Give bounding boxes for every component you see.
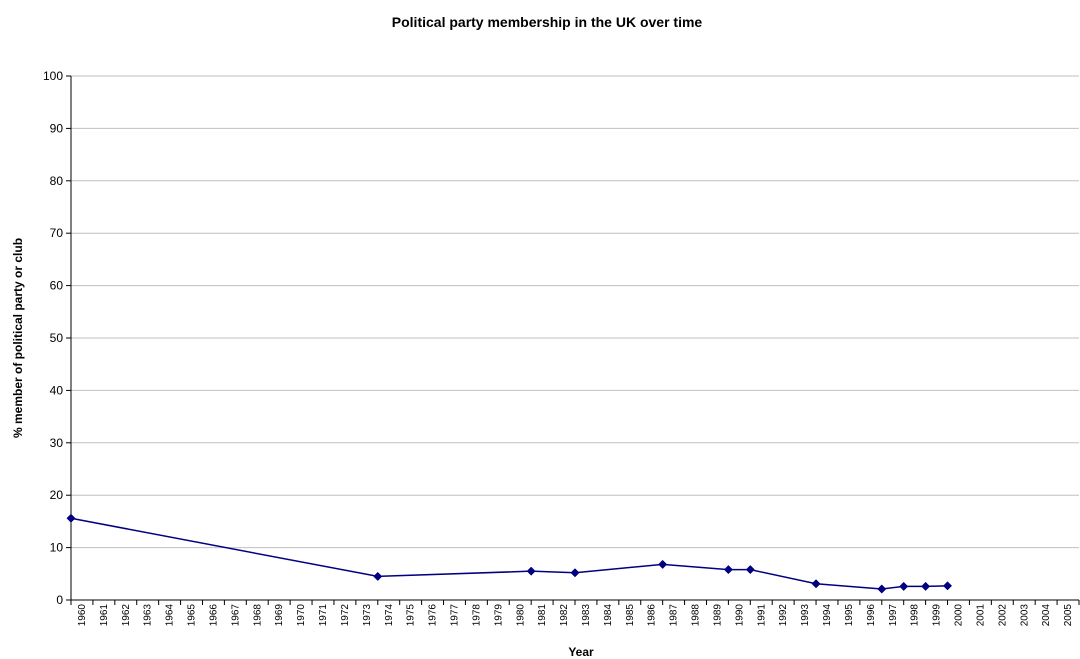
- x-tick-label: 1990: [734, 604, 745, 627]
- x-tick-label: 1994: [822, 604, 833, 627]
- y-tick-label: 40: [50, 383, 64, 397]
- chart-title: Political party membership in the UK ove…: [392, 14, 703, 30]
- data-point: [811, 579, 821, 589]
- x-tick-label: 1974: [384, 604, 395, 627]
- data-point: [373, 571, 383, 581]
- x-tick-label: 1964: [165, 604, 176, 627]
- x-tick-label: 1975: [406, 604, 417, 627]
- x-tick-label: 1961: [99, 604, 110, 627]
- data-point: [66, 513, 76, 523]
- data-point: [877, 584, 887, 594]
- y-axis-title: % member of political party or club: [11, 238, 25, 438]
- plot-area: 0 10 20 30 40 50 60 70 80 90 100 1960 1961 1962 1963 19…: [43, 69, 1080, 626]
- x-tick-label: 1989: [712, 604, 723, 627]
- x-tick-label: 1982: [559, 604, 570, 627]
- y-tick-label: 90: [50, 121, 64, 135]
- x-tick-label: 1987: [669, 604, 680, 627]
- x-tick-label: 2000: [954, 604, 965, 627]
- x-tick-label: 1962: [121, 604, 132, 627]
- x-tick-label: 1983: [581, 604, 592, 627]
- x-tick-label: 1992: [778, 604, 789, 627]
- data-point: [570, 568, 580, 578]
- x-tick-label: 1973: [362, 604, 373, 627]
- x-tick-label: 1977: [450, 604, 461, 627]
- x-tick-label: 1991: [756, 604, 767, 627]
- x-tick-label: 1969: [274, 604, 285, 627]
- x-tick-label: 1963: [143, 604, 154, 627]
- x-tick-label: 1988: [691, 604, 702, 627]
- data-point: [899, 581, 909, 591]
- y-tick-label: 80: [50, 174, 64, 188]
- x-tick-label: 1984: [603, 604, 614, 627]
- x-tick-label: 1980: [515, 604, 526, 627]
- data-point: [526, 566, 536, 576]
- x-tick-label: 1995: [844, 604, 855, 627]
- x-tick-label: 1967: [230, 604, 241, 627]
- x-tick-label: 1971: [318, 604, 329, 627]
- x-tick-label: 1986: [647, 604, 658, 627]
- x-tick-label: 1976: [428, 604, 439, 627]
- x-tick-label: 1970: [296, 604, 307, 627]
- x-tick-label: 2001: [975, 604, 986, 627]
- y-tick-label: 10: [50, 541, 64, 555]
- x-tick-label: 2002: [997, 604, 1008, 627]
- data-point: [658, 559, 668, 569]
- series-line: [70, 517, 948, 590]
- y-tick-label: 100: [43, 69, 63, 83]
- data-point: [942, 581, 953, 591]
- x-tick-label: 1978: [471, 604, 482, 627]
- x-tick-label: 1998: [910, 604, 921, 627]
- data-point: [723, 565, 733, 575]
- x-tick-label: 1999: [932, 604, 943, 627]
- x-tick-label: 1966: [208, 604, 219, 627]
- x-tick-label: 1972: [340, 604, 351, 627]
- x-tick-label: 1979: [493, 604, 504, 627]
- x-tick-label: 1968: [252, 604, 263, 627]
- x-tick-label: 2005: [1063, 604, 1074, 627]
- x-tick-label: 1985: [625, 604, 636, 627]
- x-tick-label: 1993: [800, 604, 811, 627]
- x-tick-label: 1997: [888, 604, 899, 627]
- y-tick-label: 20: [50, 488, 64, 502]
- y-tick-label: 30: [50, 436, 64, 450]
- x-tick-label: 1996: [866, 604, 877, 627]
- x-tick-label: 1960: [77, 604, 88, 627]
- y-tick-label: 0: [56, 593, 63, 607]
- x-tick-label: 1965: [187, 604, 198, 627]
- x-tick-label: 2003: [1019, 604, 1030, 627]
- data-point: [745, 565, 755, 575]
- x-tick-label: 1981: [537, 604, 548, 627]
- x-axis-title: Year: [568, 645, 594, 659]
- data-point: [921, 581, 931, 591]
- x-tick-label: 2004: [1041, 604, 1052, 627]
- y-tick-label: 60: [50, 279, 64, 293]
- y-tick-label: 70: [50, 226, 64, 240]
- y-tick-label: 50: [50, 331, 64, 345]
